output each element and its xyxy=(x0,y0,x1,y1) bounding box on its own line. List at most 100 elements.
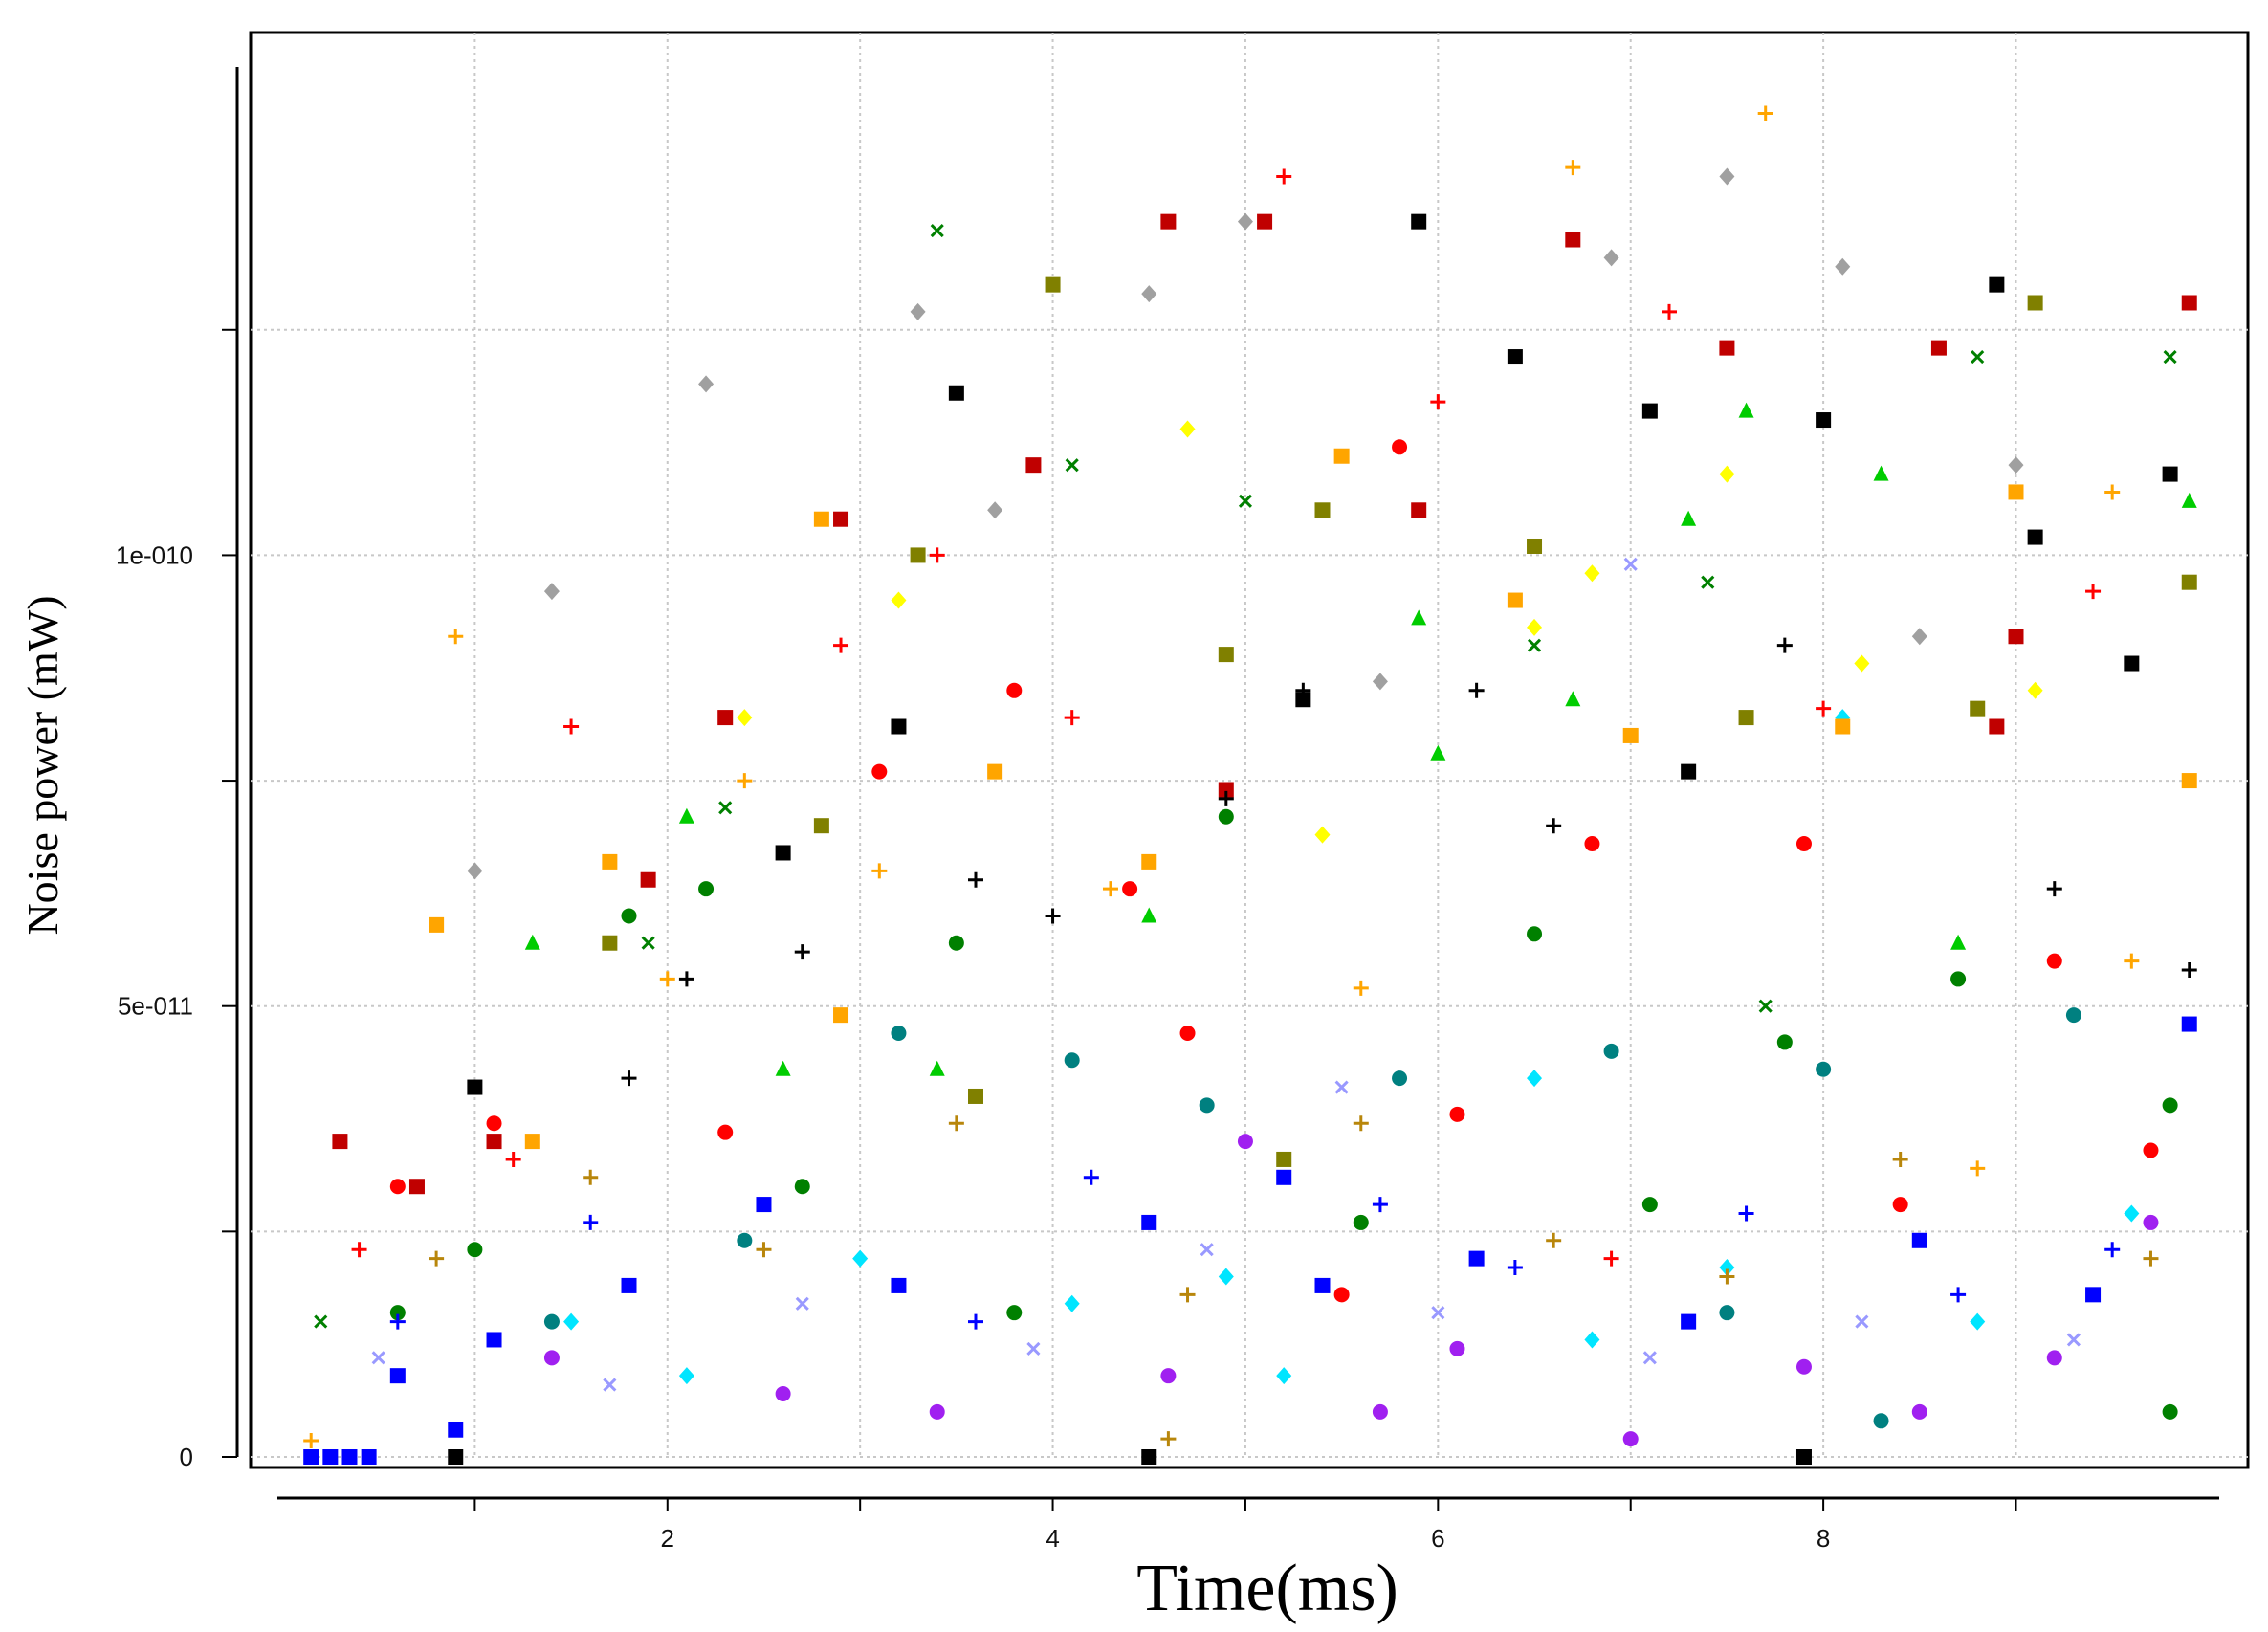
data-point xyxy=(621,1277,637,1293)
data-point xyxy=(1237,1134,1253,1150)
data-point xyxy=(968,871,983,888)
plot-frame xyxy=(249,31,2250,1469)
data-point xyxy=(948,385,964,401)
data-point xyxy=(1449,1106,1465,1122)
data-point xyxy=(1719,1268,1735,1285)
data-point xyxy=(448,1449,464,1465)
data-point xyxy=(505,1151,521,1167)
data-point xyxy=(303,1433,319,1449)
data-point xyxy=(1565,691,1581,707)
data-point xyxy=(737,1232,753,1248)
data-point xyxy=(389,1368,406,1384)
data-point xyxy=(1971,349,1985,364)
data-point xyxy=(2124,655,2140,672)
data-point xyxy=(1527,618,1543,636)
data-point xyxy=(1372,1403,1388,1420)
data-point xyxy=(2162,1403,2178,1420)
data-point xyxy=(408,1179,425,1195)
data-point xyxy=(1892,1197,1908,1213)
data-point xyxy=(794,1179,810,1195)
data-point xyxy=(1006,682,1023,698)
data-point xyxy=(1681,510,1697,526)
data-point xyxy=(678,971,694,987)
data-point xyxy=(2143,1214,2159,1230)
data-point xyxy=(929,547,945,563)
data-point xyxy=(1238,494,1253,508)
data-point xyxy=(1392,1070,1408,1087)
data-point xyxy=(1816,412,1832,429)
data-point xyxy=(2046,881,2062,897)
axes xyxy=(222,67,2219,1511)
data-point xyxy=(2143,1250,2159,1267)
data-point xyxy=(2008,456,2024,474)
data-point xyxy=(1507,349,1523,365)
data-point xyxy=(1218,647,1234,663)
data-point xyxy=(1546,818,1562,834)
data-point xyxy=(1930,340,1947,356)
data-point xyxy=(1854,654,1870,673)
data-point xyxy=(659,971,675,987)
data-point xyxy=(1006,1305,1023,1321)
data-point xyxy=(486,1115,502,1132)
data-point xyxy=(1795,836,1812,852)
data-point xyxy=(1527,1070,1543,1088)
data-point xyxy=(640,871,656,888)
data-point xyxy=(1738,1205,1754,1222)
data-point xyxy=(756,1197,772,1213)
data-point xyxy=(1141,1214,1157,1230)
y-axis-title: Noise power (mW) xyxy=(18,595,67,935)
data-point xyxy=(1565,232,1581,248)
data-point xyxy=(1295,682,1311,698)
data-point xyxy=(1642,1351,1657,1365)
data-point xyxy=(987,763,1003,780)
data-point xyxy=(467,1242,483,1258)
data-point xyxy=(1314,502,1331,518)
data-point xyxy=(1392,439,1408,455)
data-point xyxy=(1989,718,2005,735)
data-point xyxy=(1430,744,1446,761)
data-point xyxy=(2027,681,2043,699)
data-point xyxy=(1141,853,1157,870)
tick-labels: 2 4 6 8 0 5e-011 1e-010 xyxy=(116,540,1830,1553)
data-point xyxy=(1507,1260,1523,1276)
data-point xyxy=(1719,167,1735,186)
data-point xyxy=(678,1367,694,1385)
data-point xyxy=(1257,213,1273,230)
data-point xyxy=(1411,609,1427,626)
data-point xyxy=(1411,213,1427,230)
data-point xyxy=(1025,457,1042,474)
data-point xyxy=(1122,881,1138,897)
data-point xyxy=(737,709,753,727)
data-point xyxy=(361,1449,377,1465)
data-point xyxy=(621,908,637,924)
data-point xyxy=(1816,700,1832,717)
data-point xyxy=(429,916,445,933)
data-point xyxy=(486,1332,502,1348)
data-point xyxy=(698,375,715,393)
data-point xyxy=(1064,710,1080,726)
data-point xyxy=(1276,1151,1292,1167)
data-point xyxy=(1064,1052,1080,1069)
data-point xyxy=(737,773,753,789)
data-point xyxy=(968,1313,983,1330)
data-point xyxy=(429,1250,445,1267)
data-point xyxy=(2027,295,2043,311)
data-point xyxy=(621,1070,637,1087)
data-point xyxy=(1276,168,1292,185)
data-point xyxy=(1758,999,1773,1013)
data-point xyxy=(1855,1314,1869,1329)
data-point xyxy=(1835,718,1851,735)
data-point xyxy=(1353,980,1369,996)
data-point xyxy=(1218,782,1234,798)
data-point xyxy=(1622,1431,1639,1447)
data-point xyxy=(1314,826,1331,844)
data-point xyxy=(1141,285,1157,303)
data-point xyxy=(1776,637,1793,653)
data-point xyxy=(543,1350,560,1366)
data-point xyxy=(1911,1403,1927,1420)
data-point xyxy=(910,302,926,320)
data-point xyxy=(718,801,733,815)
data-point xyxy=(756,1242,772,1258)
data-point xyxy=(1911,1232,1927,1248)
